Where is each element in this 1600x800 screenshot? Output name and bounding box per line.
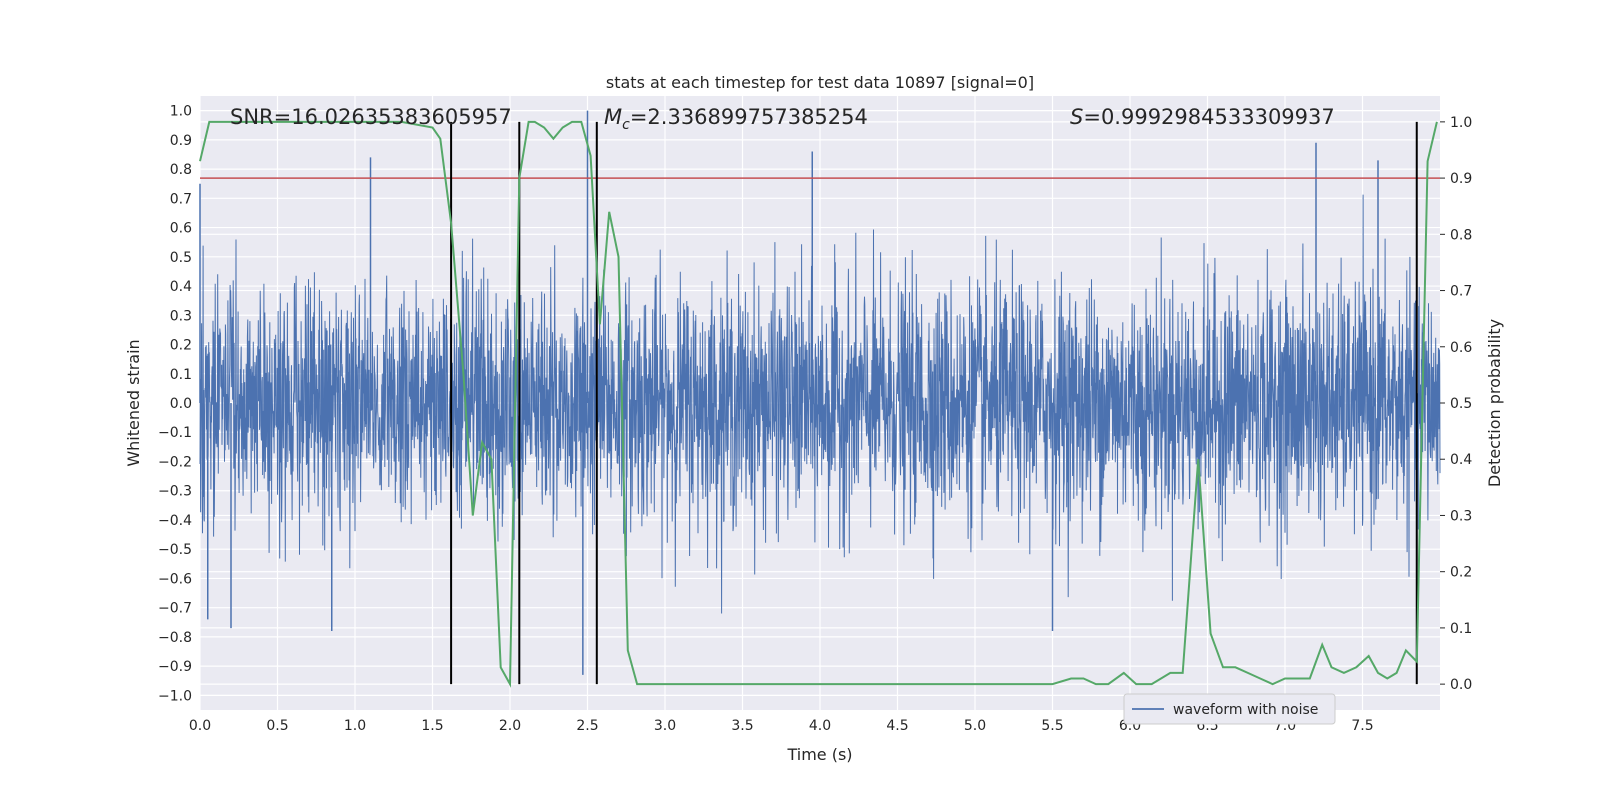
y-left-tick-label: −0.9 [158, 659, 192, 675]
s-value: =0.9992984533309937 [1083, 105, 1334, 129]
y-left-tick-label: 0.7 [170, 191, 192, 207]
chirp-mass-symbol: M [604, 105, 622, 129]
y-left-tick-label: −0.3 [158, 484, 192, 500]
waveform-line [199, 194, 1441, 614]
y-right-tick-label: 0.7 [1450, 284, 1472, 300]
chart-title: stats at each timestep for test data 108… [606, 73, 1034, 92]
x-tick-label: 0.0 [189, 718, 211, 734]
s-annotation: S=0.9992984533309937 [1070, 105, 1335, 129]
x-tick-label: 3.0 [654, 718, 676, 734]
y-left-tick-label: −0.1 [158, 425, 192, 441]
y-axis-left-label: Whitened strain [124, 339, 143, 466]
y-left-tick-label: 1.0 [170, 104, 192, 120]
y-left-tick-label: −0.6 [158, 571, 192, 587]
y-left-tick-label: −0.7 [158, 601, 192, 617]
chirp-mass-value: =2.336899757385254 [630, 105, 868, 129]
y-axis-right-label: Detection probability [1485, 319, 1504, 487]
chirp-mass-subscript: c [622, 117, 630, 133]
y-left-tick-label: 0.3 [170, 308, 192, 324]
y-left-tick-label: −0.8 [158, 630, 192, 646]
y-left-tick-label: 0.1 [170, 367, 192, 383]
y-axis-left-ticks: 1.0 0.9 0.8 0.7 0.6 0.5 0.4 0.3 0.2 0.1 0.0 −0.1 −0.… [158, 104, 192, 705]
y-right-tick-label: 0.1 [1450, 621, 1472, 637]
y-right-tick-label: 0.8 [1450, 227, 1472, 243]
y-left-tick-label: 0.0 [170, 396, 192, 412]
y-right-tick-label: 0.9 [1450, 171, 1472, 187]
legend-waveform-label: waveform with noise [1173, 702, 1318, 718]
x-axis-label: Time (s) [786, 745, 852, 764]
y-right-tick-label: 0.3 [1450, 508, 1472, 524]
y-left-tick-label: 0.6 [170, 221, 192, 237]
y-right-tick-label: 0.6 [1450, 340, 1472, 356]
y-axis-right-ticks: 1.0 0.9 0.8 0.7 0.6 0.5 0.4 0.3 0.2 0.1 0.0 [1440, 115, 1472, 693]
chirp-mass-annotation: Mc=2.336899757385254 [604, 105, 868, 133]
x-tick-label: 7.5 [1351, 718, 1373, 734]
y-left-tick-label: −0.2 [158, 454, 192, 470]
y-right-tick-label: 0.4 [1450, 452, 1472, 468]
y-left-tick-label: 0.8 [170, 162, 192, 178]
legend: waveform with noise [1123, 693, 1336, 725]
y-left-tick-label: 0.4 [170, 279, 192, 295]
x-tick-label: 3.5 [731, 718, 753, 734]
x-tick-label: 2.0 [499, 718, 521, 734]
y-right-tick-label: 1.0 [1450, 115, 1472, 131]
y-right-tick-label: 0.2 [1450, 565, 1472, 581]
x-tick-label: 0.5 [266, 718, 288, 734]
x-tick-label: 5.0 [964, 718, 986, 734]
y-left-tick-label: 0.9 [170, 133, 192, 149]
x-tick-label: 4.0 [809, 718, 831, 734]
s-symbol: S [1070, 105, 1083, 129]
probability-line [199, 120, 1438, 688]
y-left-tick-label: −0.4 [158, 513, 192, 529]
x-tick-label: 4.5 [886, 718, 908, 734]
y-right-tick-label: 0.0 [1450, 677, 1472, 693]
y-left-tick-label: 0.5 [170, 250, 192, 266]
legend-box [1123, 693, 1336, 725]
y-left-tick-label: −0.5 [158, 542, 192, 558]
y-left-tick-label: −1.0 [158, 688, 192, 704]
probability-series [199, 120, 1438, 688]
x-tick-label: 1.5 [421, 718, 443, 734]
y-right-tick-label: 0.5 [1450, 396, 1472, 412]
x-tick-label: 2.5 [576, 718, 598, 734]
x-tick-label: 5.5 [1041, 718, 1063, 734]
x-tick-label: 1.0 [344, 718, 366, 734]
snr-annotation: SNR=16.02635383605957 [230, 105, 512, 129]
x-axis-ticks: 0.0 0.5 1.0 1.5 2.0 2.5 3.0 3.5 4.0 4.5 5.0 5.5 6.0 6… [189, 718, 1374, 734]
y-left-tick-label: 0.2 [170, 338, 192, 354]
waveform-series [199, 110, 1441, 675]
